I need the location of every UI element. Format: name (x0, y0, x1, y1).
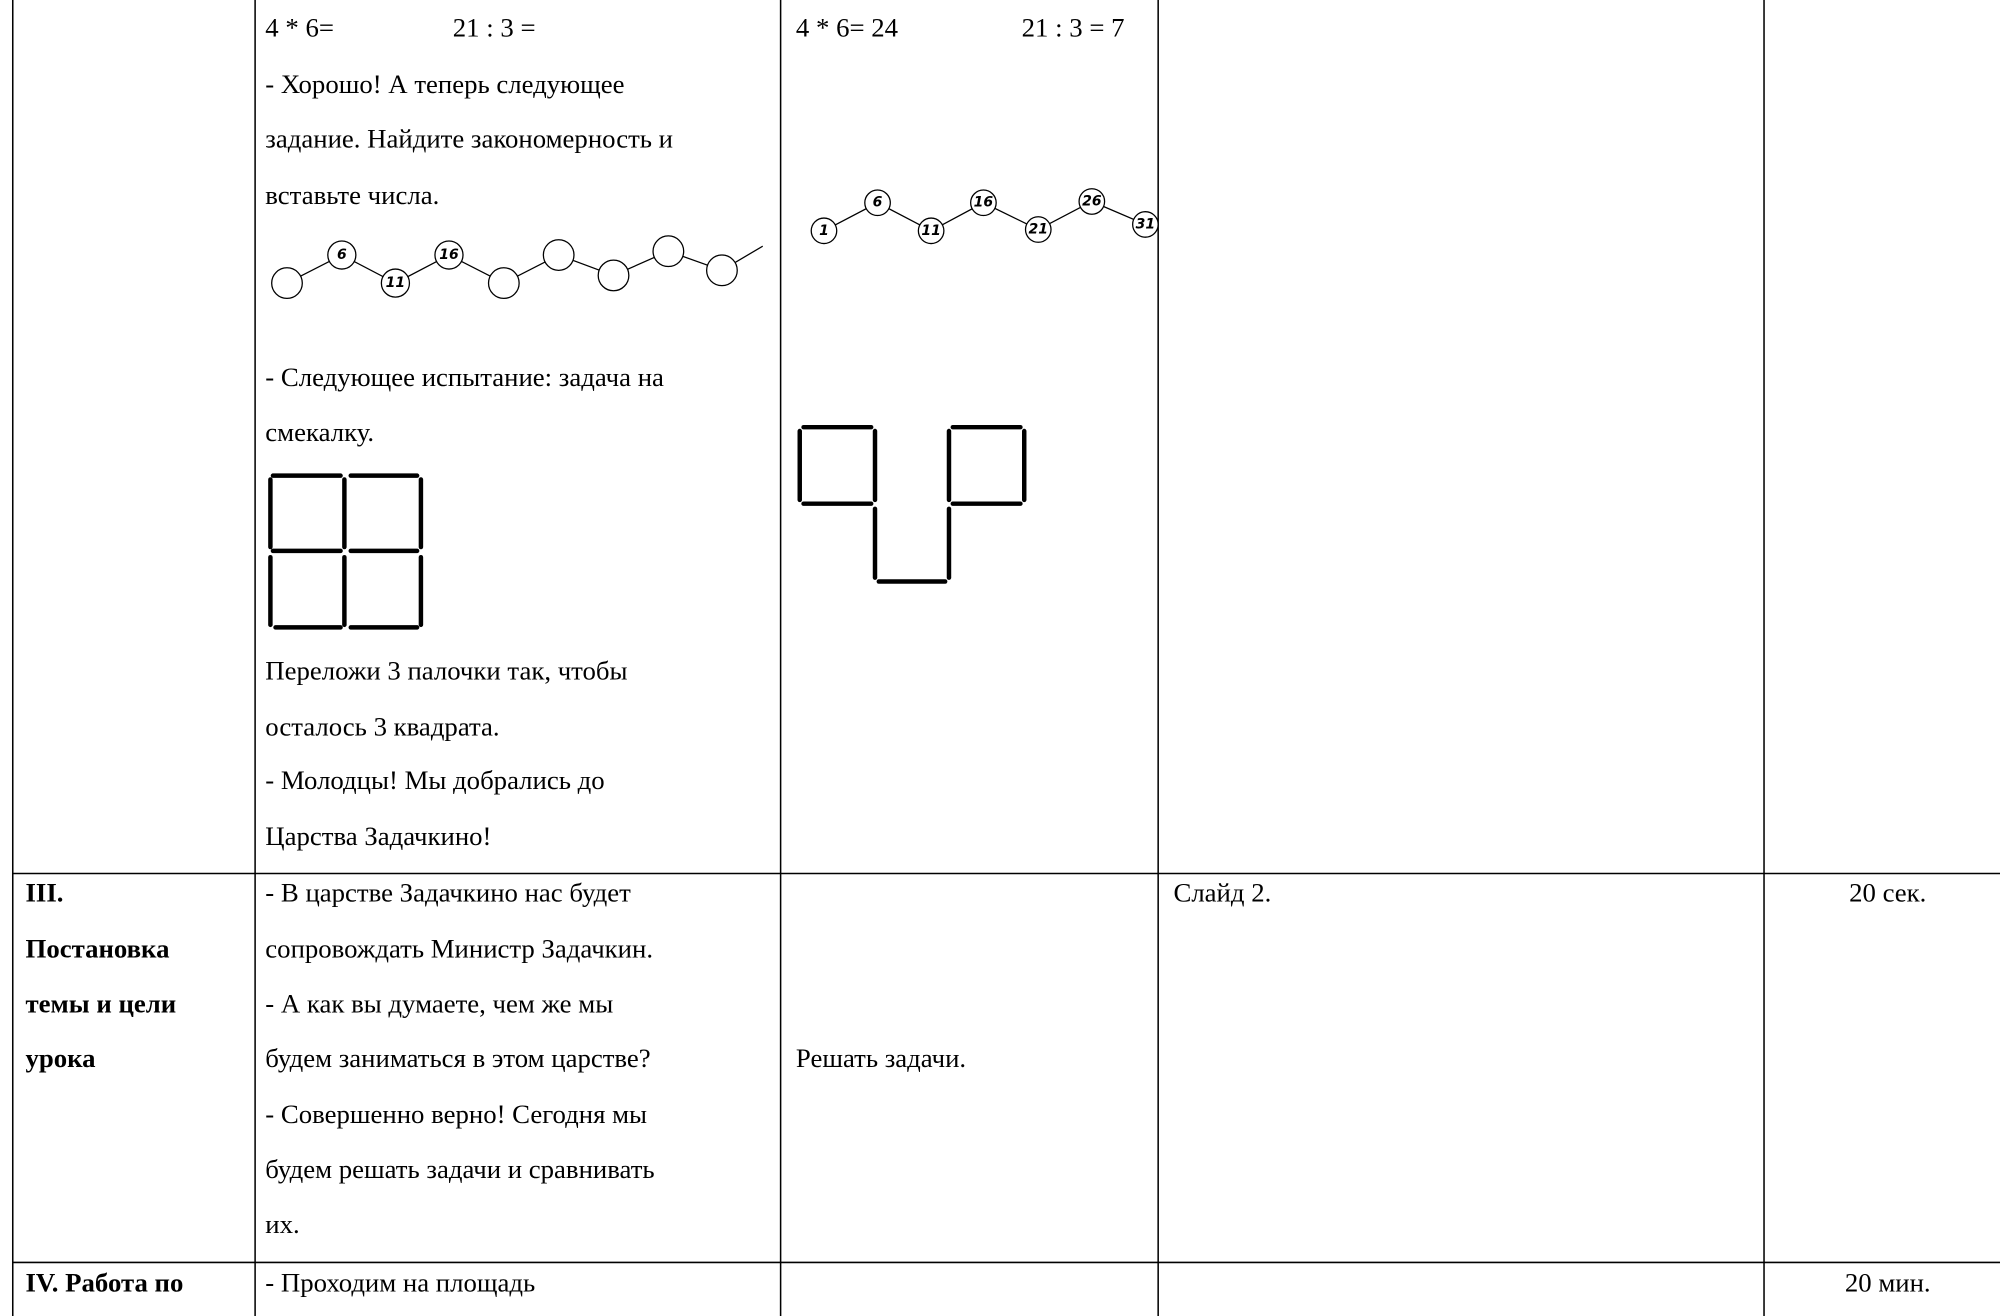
text-line: осталось 3 квадрата. (265, 712, 499, 742)
stage-title: IV. Работа по (26, 1268, 184, 1298)
answer: 4 * 6= 24 (796, 13, 898, 43)
chain-number: 11 (386, 275, 406, 291)
text-line: - Проходим на площадь (265, 1268, 535, 1298)
text-line: Царства Задачкино! (265, 821, 491, 851)
text-line: - А как вы думаете, чем же мы (265, 988, 613, 1018)
matchstick-answer (797, 424, 1027, 584)
stage-title: Постановка (26, 933, 170, 963)
text-line: - Хорошо! А теперь следующее (265, 69, 624, 99)
chain-number: 31 (1136, 216, 1156, 232)
chain-number: 21 (1029, 222, 1049, 238)
text-line: - Следующее испытание: задача на (265, 362, 664, 392)
task: 21 : 3 = (453, 13, 536, 43)
task: 4 * 6= (265, 13, 334, 43)
text-line: смекалку. (265, 417, 374, 447)
resources: Слайд 2. (1173, 877, 1271, 907)
answer: 21 : 3 = 7 (1022, 13, 1125, 43)
text-line: задание. Найдите закономерность и (265, 124, 673, 154)
stage-title: III. (26, 877, 64, 907)
chain-number: 6 (337, 247, 347, 263)
text-line: будем решать задачи и сравнивать (265, 1154, 654, 1184)
chain-number: 16 (439, 247, 459, 263)
text-line: Переложи 3 палочки так, чтобы (265, 655, 627, 685)
time: 20 мин. (1845, 1268, 1931, 1298)
chain-number: 11 (921, 223, 941, 239)
student-answer: Решать задачи. (796, 1043, 966, 1073)
chain-number: 1 (819, 223, 829, 239)
text-line: - Совершенно верно! Сегодня мы (265, 1099, 647, 1129)
chain-number: 6 (873, 195, 883, 211)
stage-title: урока (26, 1043, 96, 1073)
number-chain (271, 235, 764, 300)
time: 20 сек. (1849, 877, 1926, 907)
stage-title: темы и цели (26, 988, 177, 1018)
text-line: - Молодцы! Мы добрались до (265, 765, 604, 795)
text-line: сопровождать Министр Задачкин. (265, 933, 653, 963)
table-grid (11, 0, 2000, 1316)
chain-number: 16 (974, 195, 994, 211)
text-line: их. (265, 1209, 299, 1239)
text-line: - В царстве Задачкино нас будет (265, 877, 631, 907)
text-line: вставьте числа. (265, 180, 439, 210)
text-line: будем заниматься в этом царстве? (265, 1043, 650, 1073)
chain-number: 26 (1082, 193, 1102, 209)
answer-chain (810, 188, 1159, 245)
matchstick-puzzle (268, 473, 424, 630)
